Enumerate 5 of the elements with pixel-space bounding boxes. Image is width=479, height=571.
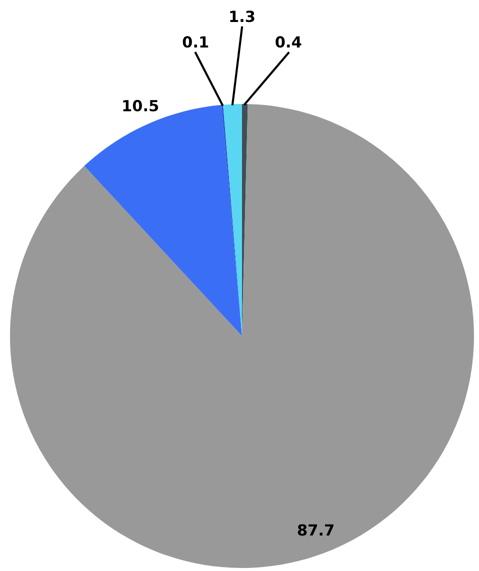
data-label: 87.7: [298, 524, 334, 536]
data-label: 1.3: [230, 10, 254, 22]
data-label: 0.4: [276, 36, 302, 48]
data-label: 10.5: [123, 100, 158, 112]
data-label: 0.1: [182, 36, 208, 48]
